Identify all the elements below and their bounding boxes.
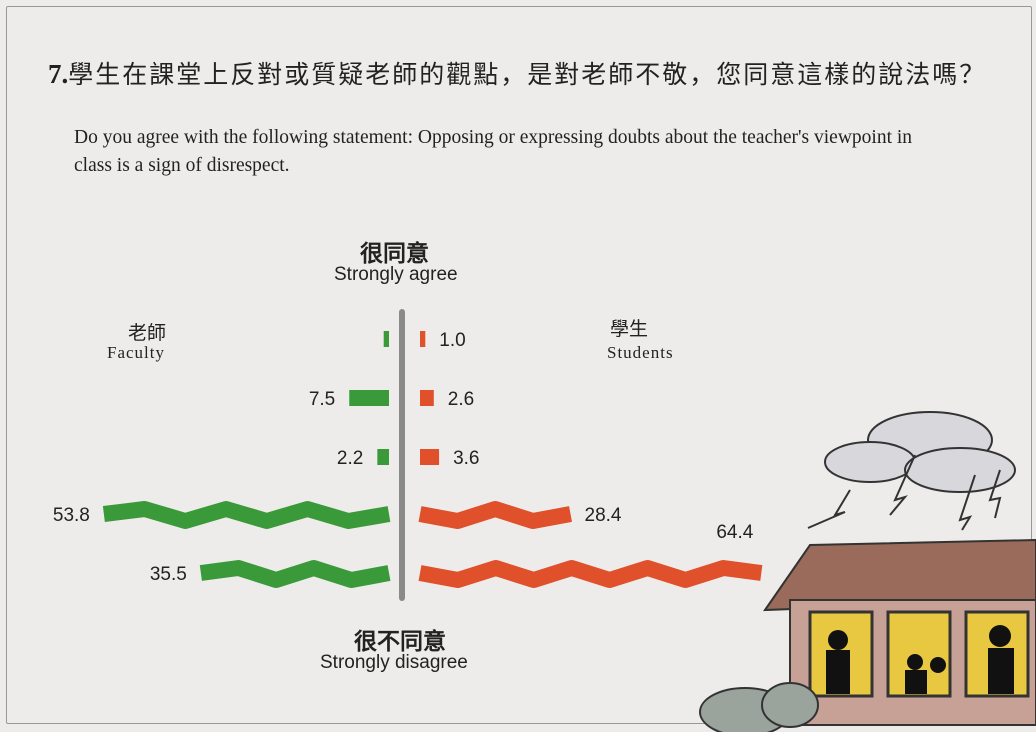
axis-top-en: Strongly agree	[334, 264, 458, 285]
students-label-2: 3.6	[453, 448, 479, 469]
legend-students-en: Students	[607, 343, 674, 362]
legend-faculty-en: Faculty	[107, 343, 165, 362]
faculty-label-2: 2.2	[337, 448, 363, 469]
faculty-bar-4	[199, 560, 391, 588]
axis-bottom-en: Strongly disagree	[320, 652, 468, 673]
house-icon	[763, 538, 1036, 726]
bush-icon	[699, 682, 819, 732]
faculty-label-3: 53.8	[53, 505, 90, 526]
legend-students-zh: 學生	[610, 318, 649, 340]
students-label-0: 1.0	[439, 330, 465, 351]
storm-cloud-icon	[807, 411, 1016, 531]
students-label-3: 28.4	[585, 505, 622, 526]
storm-house-illustration	[699, 411, 1036, 732]
frame	[6, 6, 1032, 724]
question-zh: 7.學生在課堂上反對或質疑老師的觀點，是對老師不敬，您同意這樣的說法嗎？	[48, 58, 988, 91]
students-bar-3	[418, 501, 572, 529]
students-label-4: 64.4	[716, 522, 753, 543]
axis-bottom-zh: 很不同意	[354, 629, 446, 655]
legend-faculty-zh: 老師	[128, 322, 167, 344]
question-zh-text: 學生在課堂上反對或質疑老師的觀點，是對老師不敬，您同意這樣的說法嗎？	[68, 60, 987, 89]
students-label-1: 2.6	[448, 389, 474, 410]
axis-top-zh: 很同意	[360, 241, 429, 267]
faculty-bar-3	[102, 501, 391, 529]
question-number: 7.	[48, 59, 69, 89]
faculty-label-4: 35.5	[150, 564, 187, 585]
students-bar-4	[418, 560, 763, 588]
question-en: Do you agree with the following statemen…	[74, 127, 913, 176]
faculty-label-1: 7.5	[309, 389, 335, 410]
